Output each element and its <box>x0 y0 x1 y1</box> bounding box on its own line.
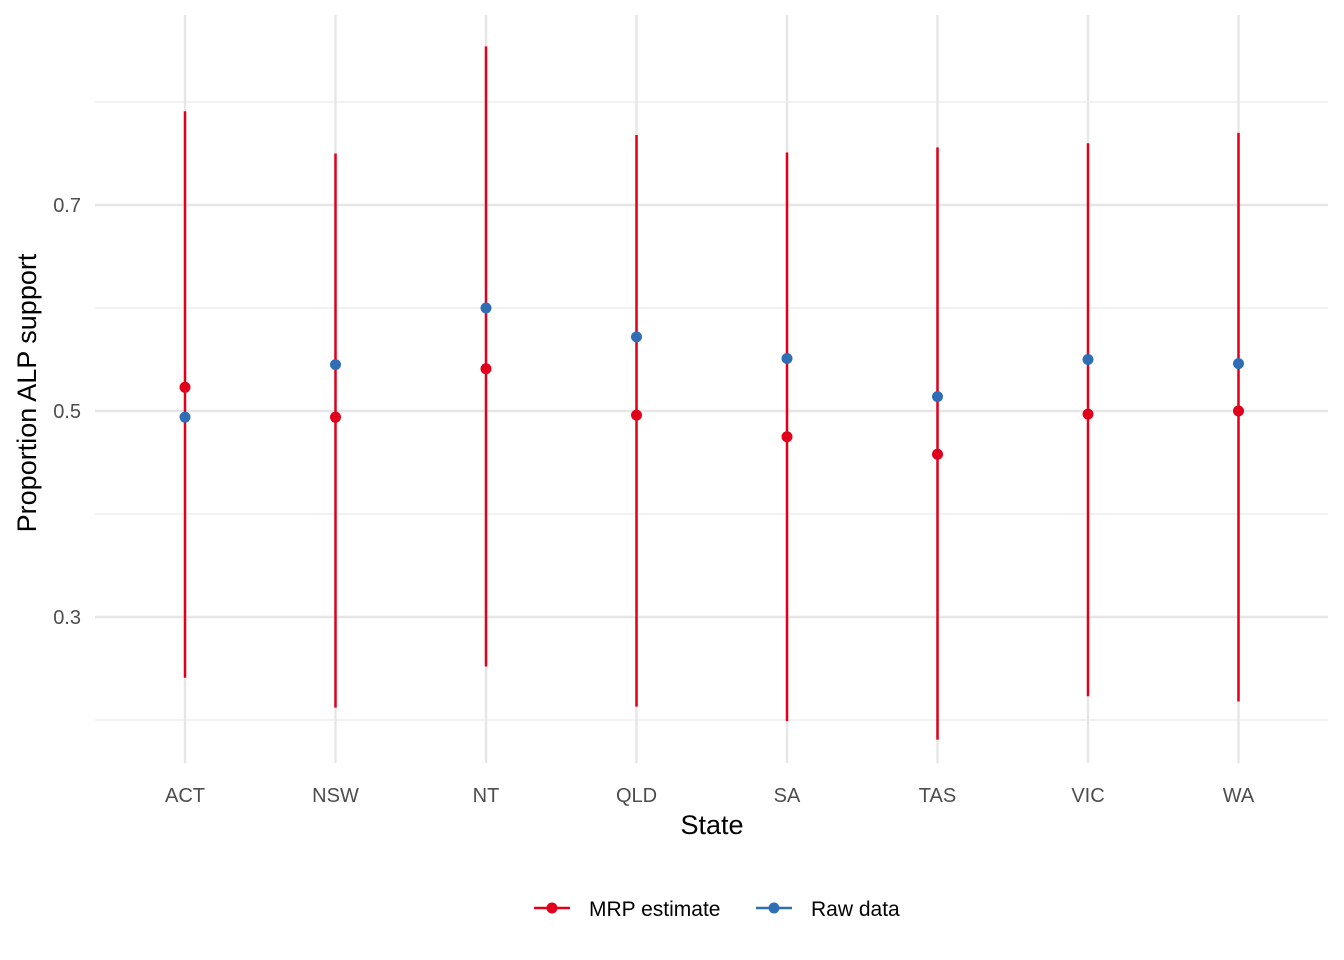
mrp-point <box>480 363 492 375</box>
x-tick-label: QLD <box>616 785 657 807</box>
raw-data-point <box>330 359 341 371</box>
mrp-point <box>1233 405 1244 417</box>
legend-label-mrp: MRP estimate <box>589 898 721 921</box>
y-tick-label: 0.7 <box>53 195 81 217</box>
y-tick-label: 0.3 <box>53 607 81 629</box>
y-axis-title: Proportion ALP support <box>12 253 42 532</box>
legend-key-point-raw <box>768 902 780 914</box>
grid <box>95 15 1328 763</box>
x-tick-label: NSW <box>312 785 359 807</box>
x-tick-label: VIC <box>1071 785 1104 807</box>
y-tick-label: 0.5 <box>53 401 81 423</box>
x-tick-label: NT <box>473 785 500 807</box>
raw-data-point <box>781 352 793 364</box>
mrp-point <box>1082 408 1094 420</box>
raw-data-point <box>631 331 642 343</box>
legend-label-raw: Raw data <box>811 898 900 921</box>
mrp-point <box>179 381 191 393</box>
x-axis-ticks: ACT NSW NT QLD SA TAS VIC WA <box>165 785 1255 807</box>
raw-data-point <box>1082 354 1094 365</box>
x-tick-label: WA <box>1223 785 1255 807</box>
x-tick-label: TAS <box>919 785 956 807</box>
legend: MRP estimate Raw data <box>534 898 900 921</box>
mrp-point <box>330 411 341 423</box>
x-tick-label: SA <box>774 785 801 807</box>
x-tick-label: ACT <box>165 785 205 807</box>
legend-key-point-mrp <box>546 902 558 914</box>
mrp-point <box>781 431 793 443</box>
legend-item-mrp: MRP estimate <box>534 898 721 921</box>
raw-data-point <box>179 411 191 423</box>
raw-data-point <box>1233 358 1244 370</box>
mrp-point <box>631 409 642 421</box>
points <box>179 302 1244 460</box>
y-axis-ticks: 0.3 0.5 0.7 <box>53 195 81 629</box>
x-axis-title: State <box>680 810 743 840</box>
mrp-point <box>932 448 943 460</box>
raw-data-point <box>932 391 943 403</box>
raw-data-point <box>480 302 492 314</box>
legend-item-raw: Raw data <box>756 898 900 921</box>
mrp-intervals <box>183 46 1240 740</box>
